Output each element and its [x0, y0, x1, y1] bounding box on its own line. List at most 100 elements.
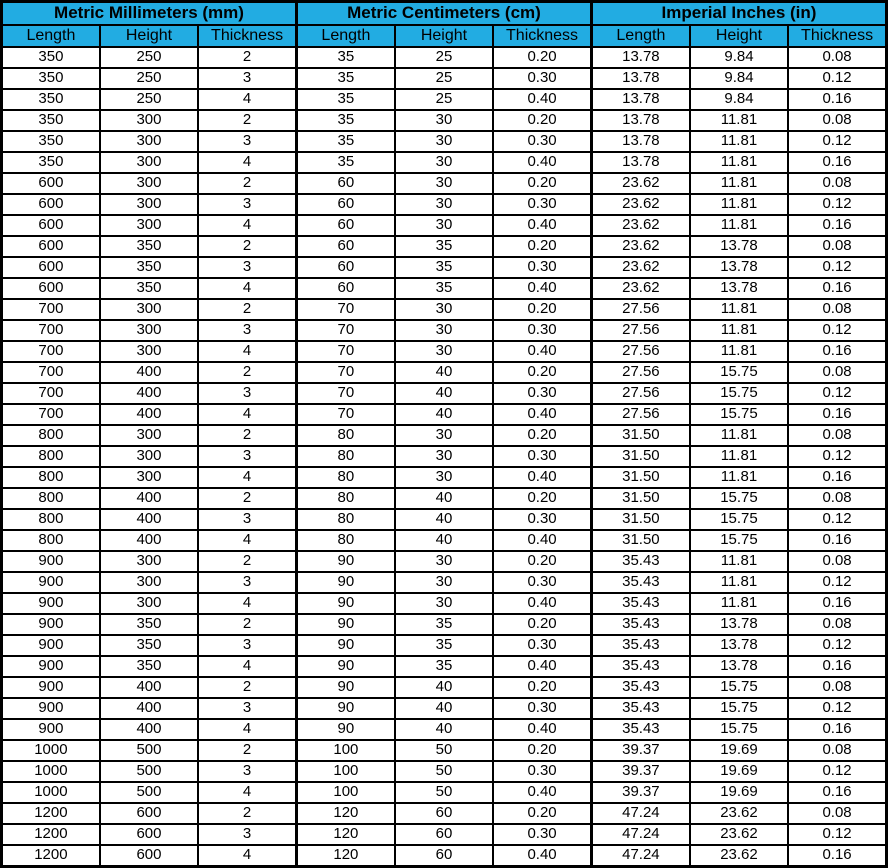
table-cell: 80: [294, 424, 396, 447]
table-cell: 1000: [0, 739, 101, 762]
table-cell: 35: [393, 277, 495, 300]
table-cell: 39.37: [589, 781, 691, 804]
table-cell: 30: [393, 592, 495, 615]
table-cell: 70: [294, 382, 396, 405]
table-cell: 350: [98, 613, 200, 636]
column-header-mm-thickness: Thickness: [197, 24, 298, 48]
table-cell: 350: [0, 88, 101, 111]
table-cell: 400: [98, 382, 200, 405]
table-cell: 3: [197, 319, 298, 342]
table-cell: 300: [98, 424, 200, 447]
table-cell: 0.40: [492, 718, 593, 741]
table-row: 800 300 3 80 30 0.30 31.50 11.81 0.12: [0, 445, 888, 468]
table-cell: 11.81: [688, 550, 790, 573]
table-cell: 35: [393, 613, 495, 636]
table-cell: 0.20: [492, 298, 593, 321]
table-cell: 300: [98, 466, 200, 489]
table-cell: 11.81: [688, 193, 790, 216]
table-cell: 0.20: [492, 676, 593, 699]
table-cell: 2: [197, 739, 298, 762]
table-cell: 600: [0, 256, 101, 279]
table-cell: 30: [393, 130, 495, 153]
table-cell: 0.30: [492, 445, 593, 468]
table-cell: 300: [98, 340, 200, 363]
table-cell: 60: [294, 172, 396, 195]
table-row: 350 250 2 35 25 0.20 13.78 9.84 0.08: [0, 46, 888, 69]
column-header-mm-length: Length: [0, 24, 101, 48]
table-cell: 0.16: [787, 340, 888, 363]
table-row: 600 350 2 60 35 0.20 23.62 13.78 0.08: [0, 235, 888, 258]
table-cell: 0.12: [787, 256, 888, 279]
table-cell: 31.50: [589, 508, 691, 531]
table-cell: 0.08: [787, 46, 888, 69]
table-cell: 35: [294, 130, 396, 153]
table-row: 1000 500 3 100 50 0.30 39.37 19.69 0.12: [0, 760, 888, 783]
table-cell: 400: [98, 676, 200, 699]
table-cell: 35.43: [589, 634, 691, 657]
table-cell: 35: [393, 655, 495, 678]
column-header-in-length: Length: [589, 24, 691, 48]
table-cell: 4: [197, 466, 298, 489]
table-cell: 300: [98, 298, 200, 321]
table-cell: 13.78: [688, 235, 790, 258]
table-cell: 60: [294, 193, 396, 216]
table-cell: 23.62: [589, 214, 691, 237]
table-cell: 35.43: [589, 592, 691, 615]
table-cell: 300: [98, 592, 200, 615]
table-cell: 250: [98, 67, 200, 90]
table-cell: 0.20: [492, 172, 593, 195]
table-cell: 60: [393, 823, 495, 846]
table-cell: 400: [98, 697, 200, 720]
table-cell: 90: [294, 550, 396, 573]
table-cell: 900: [0, 718, 101, 741]
table-cell: 2: [197, 109, 298, 132]
table-row: 600 300 2 60 30 0.20 23.62 11.81 0.08: [0, 172, 888, 195]
table-cell: 4: [197, 718, 298, 741]
table-cell: 0.12: [787, 634, 888, 657]
table-cell: 15.75: [688, 529, 790, 552]
table-cell: 23.62: [688, 802, 790, 825]
table-cell: 0.30: [492, 760, 593, 783]
table-cell: 300: [98, 130, 200, 153]
table-cell: 0.40: [492, 277, 593, 300]
table-cell: 40: [393, 403, 495, 426]
table-cell: 0.16: [787, 466, 888, 489]
table-cell: 300: [98, 319, 200, 342]
table-cell: 40: [393, 487, 495, 510]
table-cell: 350: [0, 67, 101, 90]
table-cell: 11.81: [688, 130, 790, 153]
table-cell: 2: [197, 613, 298, 636]
table-cell: 1200: [0, 823, 101, 846]
table-cell: 900: [0, 592, 101, 615]
table-cell: 0.20: [492, 46, 593, 69]
table-row: 700 300 3 70 30 0.30 27.56 11.81 0.12: [0, 319, 888, 342]
table-cell: 11.81: [688, 151, 790, 174]
table-cell: 23.62: [688, 844, 790, 868]
table-cell: 3: [197, 508, 298, 531]
table-cell: 600: [98, 823, 200, 846]
table-cell: 15.75: [688, 382, 790, 405]
table-cell: 35: [393, 256, 495, 279]
table-cell: 600: [0, 193, 101, 216]
table-cell: 600: [0, 172, 101, 195]
table-cell: 70: [294, 340, 396, 363]
table-cell: 350: [0, 46, 101, 69]
table-cell: 50: [393, 781, 495, 804]
table-cell: 13.78: [688, 634, 790, 657]
table-cell: 23.62: [589, 256, 691, 279]
table-row: 1200 600 3 120 60 0.30 47.24 23.62 0.12: [0, 823, 888, 846]
table-cell: 800: [0, 508, 101, 531]
table-cell: 0.40: [492, 844, 593, 868]
table-cell: 500: [98, 739, 200, 762]
table-cell: 0.08: [787, 424, 888, 447]
table-cell: 90: [294, 676, 396, 699]
table-cell: 70: [294, 319, 396, 342]
table-cell: 350: [98, 256, 200, 279]
table-cell: 0.40: [492, 214, 593, 237]
table-cell: 30: [393, 340, 495, 363]
table-row: 600 300 4 60 30 0.40 23.62 11.81 0.16: [0, 214, 888, 237]
table-row: 350 300 3 35 30 0.30 13.78 11.81 0.12: [0, 130, 888, 153]
table-row: 800 400 3 80 40 0.30 31.50 15.75 0.12: [0, 508, 888, 531]
table-cell: 0.08: [787, 739, 888, 762]
